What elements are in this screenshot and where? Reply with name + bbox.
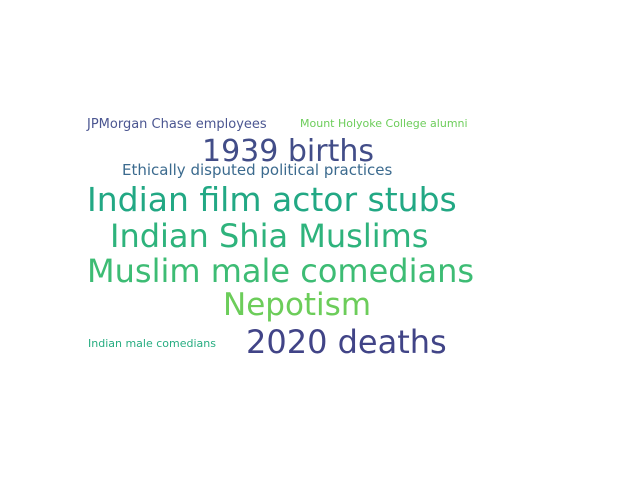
word-1939-births: 1939 births — [202, 134, 375, 169]
word-indian-film-actor-stubs: Indian film actor stubs — [87, 180, 457, 219]
word-2020-deaths: 2020 deaths — [246, 323, 447, 361]
word-indian-male-comedians: Indian male comedians — [88, 337, 216, 350]
word-ethically-disputed-political-practices: Ethically disputed political practices — [122, 161, 393, 179]
word-mount-holyoke-college-alumni: Mount Holyoke College alumni — [300, 117, 468, 130]
word-muslim-male-comedians: Muslim male comedians — [87, 252, 475, 290]
word-nepotism: Nepotism — [223, 287, 372, 323]
word-indian-shia-muslims: Indian Shia Muslims — [110, 217, 429, 255]
word-jpmorgan-chase-employees: JPMorgan Chase employees — [87, 117, 267, 132]
